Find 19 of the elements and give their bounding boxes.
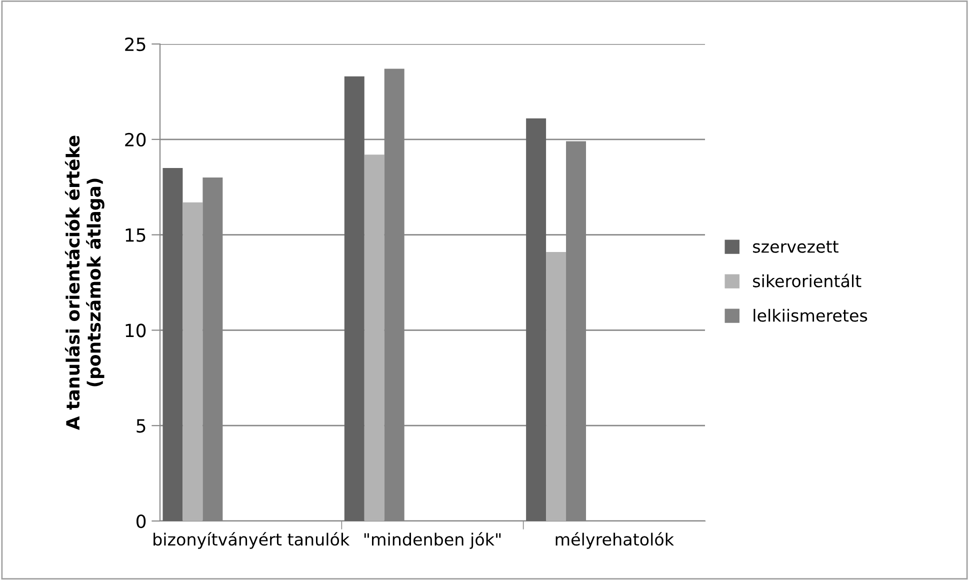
y-tick-label: 25 [125, 37, 146, 52]
y-tick-label: 0 [136, 514, 146, 528]
y-tick-label: 15 [126, 228, 146, 242]
y-tick-label: 10 [126, 324, 146, 338]
bar [162, 168, 183, 521]
x-tick-label: "mindenben jók" [364, 532, 501, 549]
legend-label: szervezett [753, 240, 838, 253]
bar [526, 118, 546, 521]
bar [364, 154, 384, 521]
legend-label: lelkiismeretes [754, 308, 868, 322]
y-tick-label: 20 [125, 132, 146, 147]
y-tick-label: 5 [136, 419, 146, 433]
bar [344, 76, 364, 521]
y-axis-title: A tanulási orientációk értéke (pontszámok átlaga) [64, 136, 104, 430]
x-tick-label: bizonyítványért tanulók [154, 532, 350, 549]
bar [182, 202, 203, 521]
x-tick-label: mélyrehatolók [556, 532, 674, 549]
legend-label: sikerorientált [753, 274, 862, 288]
bar [546, 252, 566, 521]
